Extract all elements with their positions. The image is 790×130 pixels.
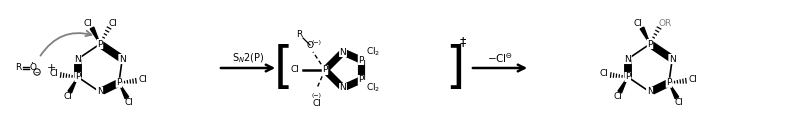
Text: +: + (47, 63, 55, 73)
Text: P: P (359, 76, 363, 85)
Polygon shape (119, 83, 129, 99)
Text: R: R (296, 30, 302, 38)
Text: ]: ] (446, 44, 465, 92)
Text: Cl: Cl (313, 99, 322, 109)
Text: Cl: Cl (84, 18, 92, 28)
Text: P: P (75, 73, 81, 82)
Text: N: N (74, 54, 81, 64)
Text: Cl: Cl (613, 92, 623, 102)
Text: N: N (647, 87, 653, 96)
Text: N: N (624, 54, 631, 64)
Text: O: O (29, 63, 36, 73)
Text: Cl: Cl (108, 18, 118, 28)
Polygon shape (640, 27, 650, 44)
Polygon shape (68, 77, 77, 93)
Text: Cl: Cl (291, 66, 299, 74)
Text: P: P (116, 78, 122, 87)
Text: P: P (359, 56, 363, 64)
Text: (−): (−) (312, 40, 322, 44)
Text: Cl$_2$: Cl$_2$ (366, 82, 380, 94)
Text: Cl: Cl (49, 70, 58, 79)
Text: (−): (−) (312, 93, 322, 99)
Text: $-$Cl$^{\Theta}$: $-$Cl$^{\Theta}$ (487, 51, 513, 65)
Text: R: R (15, 63, 21, 73)
Polygon shape (669, 83, 679, 99)
Text: N: N (340, 83, 346, 93)
Text: Cl: Cl (634, 18, 642, 28)
Text: P: P (647, 40, 653, 48)
Text: Cl: Cl (63, 92, 72, 102)
Text: Cl: Cl (125, 98, 134, 107)
Text: OR: OR (658, 18, 672, 28)
Text: P: P (666, 78, 672, 87)
Text: S$_{N}$2(P): S$_{N}$2(P) (231, 51, 264, 65)
Text: Cl$_2$: Cl$_2$ (366, 46, 380, 58)
Text: −: − (35, 70, 40, 74)
Text: Cl: Cl (600, 70, 608, 79)
Text: N: N (96, 87, 103, 96)
Text: P: P (97, 40, 103, 48)
Text: N: N (340, 47, 346, 57)
Text: Cl: Cl (688, 75, 698, 84)
Text: Cl: Cl (138, 75, 148, 84)
Text: ·: · (32, 58, 35, 68)
Text: O: O (307, 41, 314, 50)
Text: Cl: Cl (675, 98, 683, 107)
Text: N: N (669, 54, 675, 64)
Text: N: N (118, 54, 126, 64)
Text: P: P (322, 66, 328, 74)
Polygon shape (90, 27, 100, 44)
Polygon shape (618, 77, 628, 93)
Text: P: P (625, 73, 630, 82)
Text: ‡: ‡ (460, 35, 466, 48)
Text: [: [ (273, 44, 293, 92)
